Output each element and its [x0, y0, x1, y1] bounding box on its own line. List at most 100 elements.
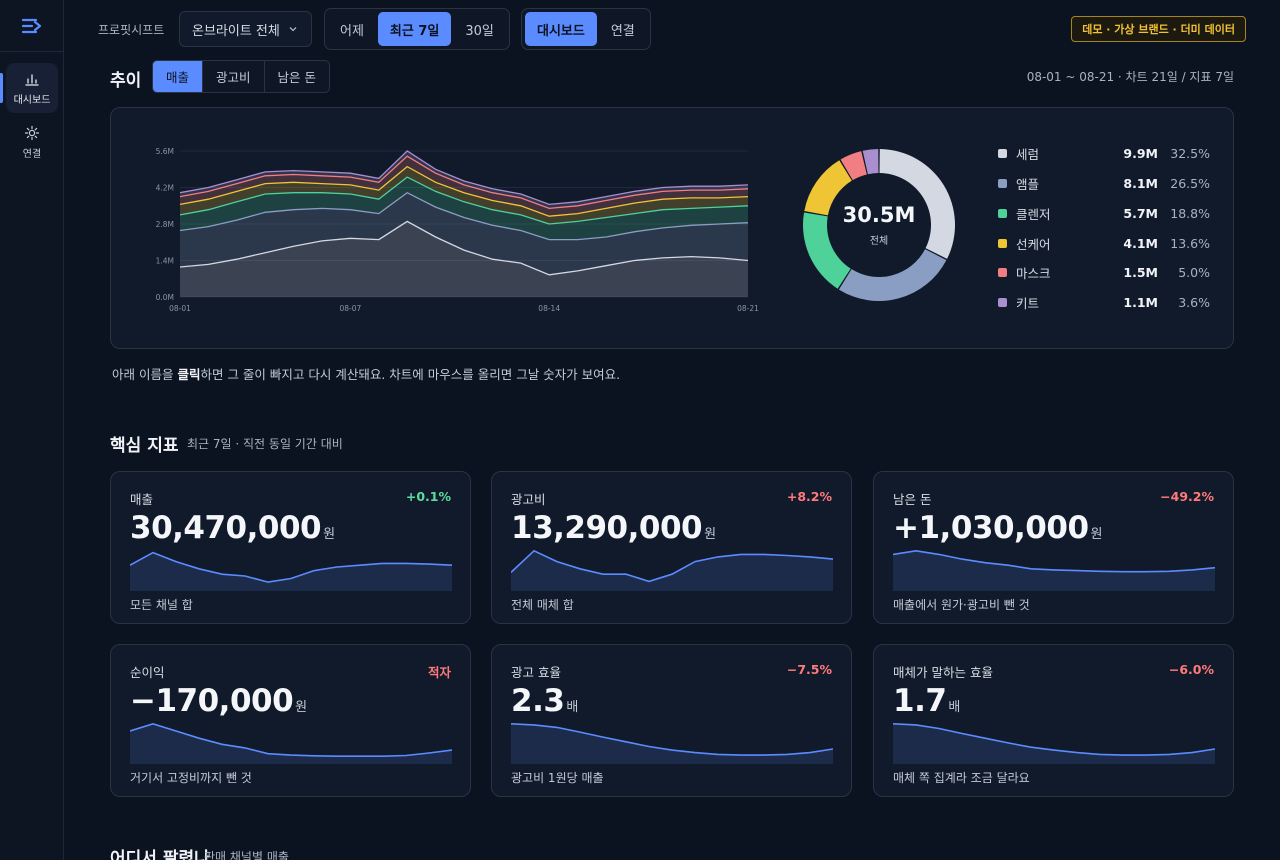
logo-icon — [21, 18, 42, 33]
legend-value: 8.1M — [1123, 175, 1158, 191]
kpi-value: 30,470,000 원 — [130, 510, 336, 546]
legend-value: 5.7M — [1123, 205, 1158, 221]
logo[interactable] — [0, 0, 64, 52]
date-range-text: 08-01 ~ 08-21 · 차트 21일 / 지표 7일 — [1026, 70, 1234, 84]
brand-dropdown[interactable]: 온브라이트 전체 — [179, 11, 312, 47]
trend-tabs: 매출 광고비 남은 돈 — [152, 60, 331, 93]
x-tick-label: 08-07 — [340, 304, 362, 313]
y-tick-label: 2.8M — [156, 220, 174, 229]
sparkline-line — [893, 549, 1215, 573]
kpi-sparkline — [511, 549, 833, 591]
area-series-fill — [180, 221, 748, 297]
legend-swatch — [998, 148, 1007, 158]
legend-swatch — [998, 178, 1007, 188]
area-series-fill — [180, 166, 748, 224]
x-tick-label: 08-14 — [538, 304, 560, 313]
sparkline-line — [511, 549, 833, 583]
sparkline-area — [893, 550, 1215, 591]
kpi-card: 광고비 +8.2% 13,290,000 원 전체 매체 합 — [491, 471, 852, 624]
legend-item[interactable]: 마스크 1.5M 5.0% — [998, 262, 1210, 282]
legend-item[interactable]: 앰플 8.1M 26.5% — [998, 173, 1210, 193]
area-series-line — [179, 176, 749, 225]
sidebar-item-connect[interactable]: 연결 — [6, 117, 58, 167]
stacked-area-chart[interactable]: 0.0M 1.4M 2.8M 4.2M 5.6M 08-01 08-07 08-14 08-21 — [141, 128, 801, 348]
area-series-fill — [180, 192, 748, 275]
legend-name: 앰플 — [1016, 176, 1040, 192]
donut-slice — [838, 249, 947, 301]
kpi-change: 적자 — [427, 665, 451, 680]
area-series-line — [179, 191, 749, 241]
donut-slice — [840, 151, 867, 181]
legend-percent: 26.5% — [1170, 175, 1210, 191]
view-option-dashboard[interactable]: 대시보드 — [525, 12, 597, 46]
chevron-down-icon — [289, 27, 297, 32]
x-tick-label: 08-01 — [169, 304, 191, 313]
donut-slice — [879, 149, 956, 259]
view-option-connect[interactable]: 연결 — [610, 23, 635, 39]
sparkline-line — [130, 722, 452, 757]
kpi-footnote: 전체 매체 합 — [511, 598, 574, 612]
kpi-footnote: 매체 쪽 집계라 조금 달라요 — [893, 771, 1030, 785]
donut-total-label: 전체 — [869, 236, 889, 247]
legend-value: 4.1M — [1123, 235, 1158, 251]
tab-profit[interactable]: 남은 돈 — [277, 70, 317, 85]
topbar: 프로핏시프트 온브라이트 전체 어제 최근 7일 30일 대시보드 연결 데모 … — [64, 0, 1280, 58]
legend-name: 선케어 — [1016, 236, 1051, 252]
kpi-value: 1.7 배 — [893, 683, 961, 719]
kpi-change: −7.5% — [786, 662, 832, 677]
area-series-line — [179, 155, 749, 210]
legend-name: 세럼 — [1016, 146, 1040, 162]
sparkline-line — [511, 723, 833, 756]
y-tick-label: 4.2M — [156, 184, 174, 193]
kpi-sparkline — [130, 551, 452, 591]
legend-name: 마스크 — [1016, 265, 1051, 281]
sidebar: 대시보드 연결 — [0, 0, 64, 860]
kpi-label: 매출 — [130, 492, 154, 507]
donut-slice — [804, 160, 852, 216]
kpi-section-title: 핵심 지표 — [110, 436, 179, 456]
kpi-section-subtitle: 최근 7일 · 직전 동일 기간 대비 — [187, 437, 343, 451]
y-tick-label: 5.6M — [156, 147, 174, 156]
channel-section-subtitle: 판매 채널별 매출 — [204, 850, 289, 860]
tab-ad-spend[interactable]: 광고비 — [203, 61, 265, 92]
period-option-7days[interactable]: 최근 7일 — [377, 12, 452, 46]
channel-section-title: 어디서 팔렸나 — [110, 849, 210, 860]
x-tick-label: 08-21 — [737, 304, 759, 313]
kpi-change: −49.2% — [1160, 489, 1214, 504]
sidebar-item-dashboard[interactable]: 대시보드 — [0, 63, 58, 113]
sparkline-area — [511, 723, 833, 764]
trend-chart-card: 0.0M 1.4M 2.8M 4.2M 5.6M 08-01 08-07 08-14 08-21… — [110, 107, 1234, 349]
kpi-label: 광고비 — [511, 492, 546, 507]
donut-slice — [862, 149, 879, 175]
kpi-label: 광고 효율 — [511, 665, 561, 680]
donut-slice — [802, 212, 851, 289]
legend-item[interactable]: 선케어 4.1M 13.6% — [998, 233, 1210, 253]
legend-percent: 5.0% — [1178, 264, 1210, 280]
sparkline-line — [893, 723, 1215, 756]
legend-item[interactable]: 클렌저 5.7M 18.8% — [998, 203, 1210, 223]
legend-value: 9.9M — [1123, 145, 1158, 161]
gear-icon — [24, 125, 40, 140]
legend-name: 클렌저 — [1016, 206, 1051, 222]
donut-chart[interactable] — [794, 140, 964, 310]
kpi-card: 광고 효율 −7.5% 2.3 배 광고비 1원당 매출 — [491, 644, 852, 797]
trend-title: 추이 — [110, 71, 142, 91]
legend-swatch — [998, 238, 1007, 248]
kpi-value: −170,000 원 — [130, 683, 308, 719]
kpi-label: 남은 돈 — [893, 492, 932, 507]
legend-swatch — [998, 267, 1007, 277]
period-option-30days[interactable]: 30일 — [465, 23, 494, 39]
kpi-change: −6.0% — [1168, 662, 1214, 677]
tab-revenue[interactable]: 매출 — [153, 61, 204, 92]
brand-dropdown-value: 온브라이트 전체 — [192, 23, 280, 39]
donut-total: 30.5M — [842, 203, 916, 227]
legend-swatch — [998, 297, 1007, 307]
sparkline-area — [893, 723, 1215, 764]
kpi-card: 남은 돈 −49.2% +1,030,000 원 매출에서 원가·광고비 뺀 것 — [873, 471, 1234, 624]
period-selector: 어제 최근 7일 30일 — [324, 8, 510, 50]
legend-item[interactable]: 키트 1.1M 3.6% — [998, 292, 1210, 312]
period-option-yesterday[interactable]: 어제 — [340, 23, 364, 39]
bar-chart-icon — [25, 73, 39, 86]
legend-item[interactable]: 세럼 9.9M 32.5% — [998, 143, 1210, 163]
kpi-sparkline — [511, 723, 833, 764]
